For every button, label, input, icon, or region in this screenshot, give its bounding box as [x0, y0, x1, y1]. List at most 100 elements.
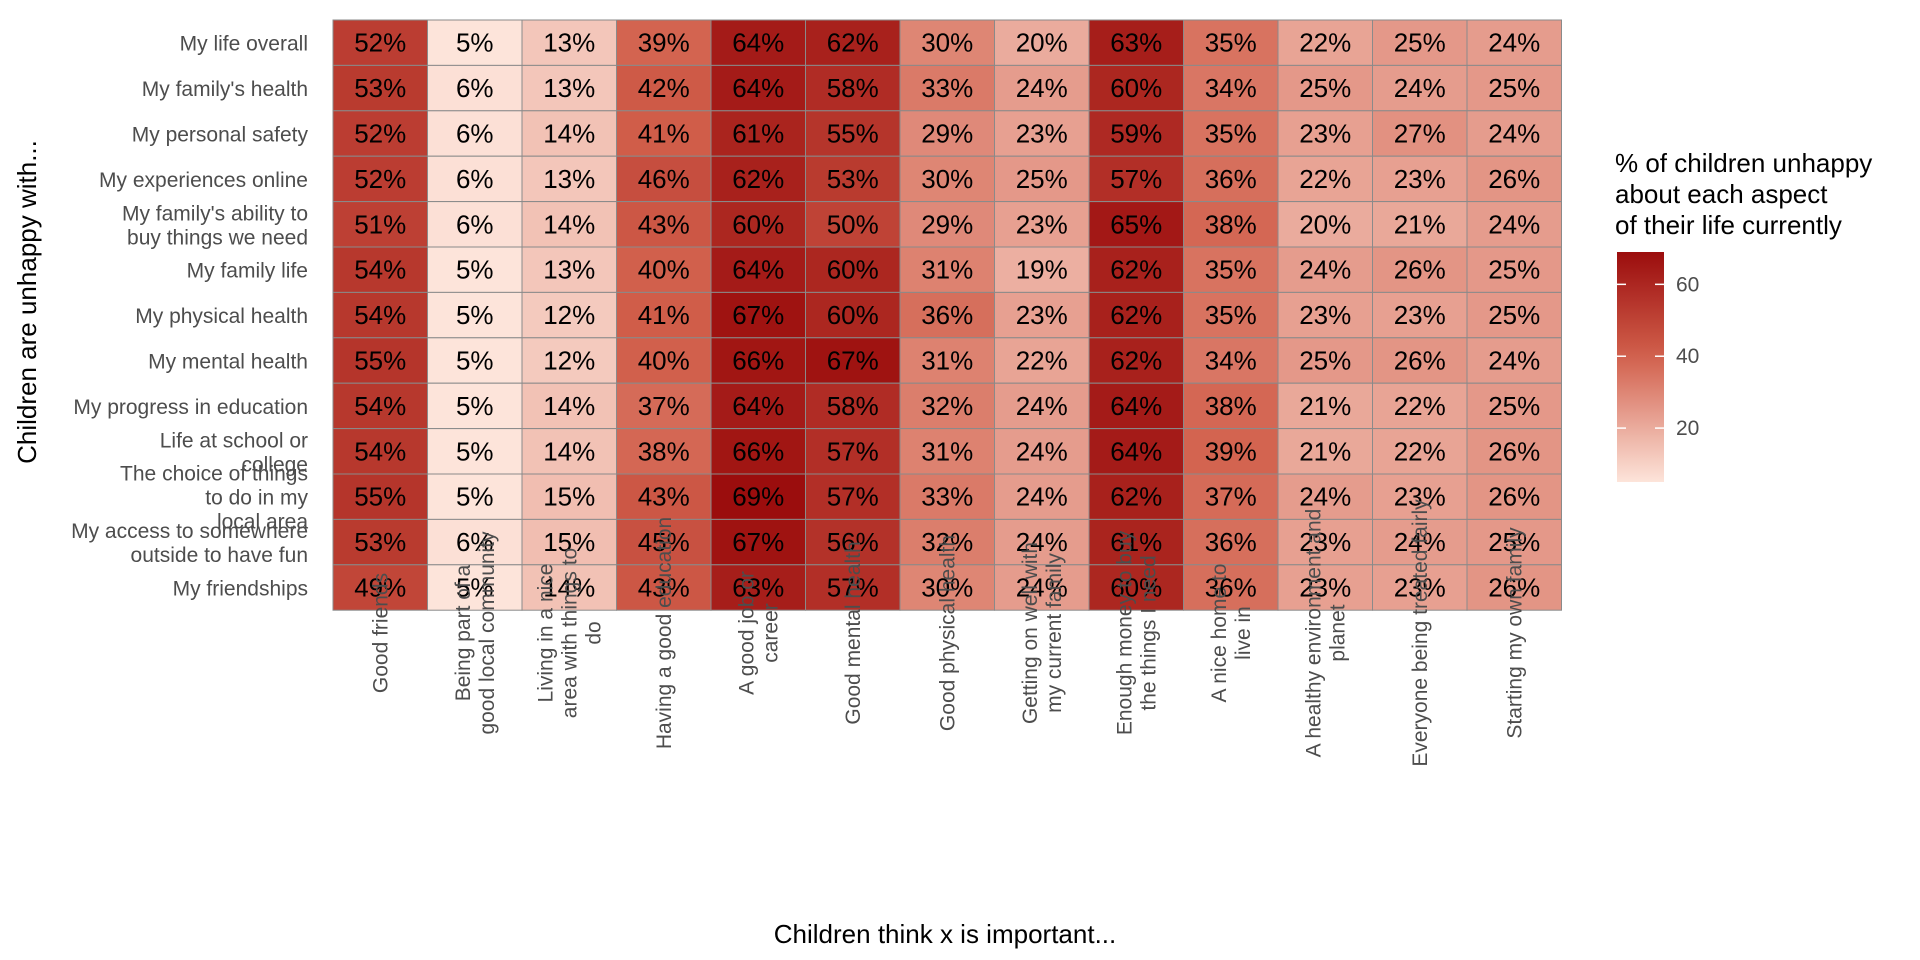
y-tick-label: My family's health — [142, 78, 308, 101]
cell-value-label: 43% — [638, 573, 690, 603]
cell-value-label: 22% — [1299, 28, 1351, 58]
cell-value-label: 33% — [921, 482, 973, 512]
y-tick-label: My life overall — [180, 33, 308, 56]
x-axis-title: Children think x is important... — [774, 919, 1116, 949]
heatmap-cell — [1183, 428, 1279, 475]
heatmap-cell — [1466, 564, 1562, 611]
cell-value-label: 23% — [1016, 119, 1068, 149]
cell-value-label: 60% — [732, 209, 784, 239]
heatmap-cell — [805, 64, 901, 112]
cell-value-label: 24% — [1016, 527, 1068, 557]
heatmap-cell — [1088, 473, 1184, 520]
cell-value-label: 63% — [732, 573, 784, 603]
y-tick-label: My family life — [187, 260, 308, 283]
cell-value-label: 5% — [456, 391, 494, 421]
cell-value-label: 24% — [1488, 209, 1540, 239]
heatmap-cell — [332, 155, 428, 203]
x-tick-label-group: Good friends — [369, 573, 392, 693]
heatmap-cell — [616, 201, 712, 248]
heatmap-cell — [332, 564, 428, 611]
cell-value-label: 20% — [1016, 28, 1068, 58]
heatmap-cell — [332, 246, 428, 293]
y-tick-label: My access to somewhere outside to have fu… — [71, 520, 308, 567]
heatmap-cell — [1372, 337, 1468, 384]
legend-tick-label: 20 — [1676, 417, 1699, 440]
cell-value-label: 13% — [543, 164, 595, 194]
cell-value-label: 14% — [543, 436, 595, 466]
cell-value-label: 65% — [1110, 209, 1162, 239]
cell-value-label: 62% — [732, 164, 784, 194]
cell-value-label: 23% — [1299, 119, 1351, 149]
heatmap-cell — [1372, 564, 1468, 611]
cell-value-label: 14% — [543, 391, 595, 421]
cell-value-label: 23% — [1394, 300, 1446, 330]
cell-value-label: 24% — [1299, 255, 1351, 285]
x-axis-tick-labels: Good friends Being part of agood local co… — [369, 499, 1526, 767]
legend-title-line: about each aspect — [1615, 179, 1828, 209]
heatmap-cell — [616, 564, 712, 611]
heatmap-cell — [1277, 337, 1373, 384]
y-tick-label: My family's ability to buy things we need — [122, 202, 308, 249]
x-tick-label-group: Enough money to buythe things I need — [1113, 530, 1160, 735]
heatmap-cell — [1466, 291, 1562, 339]
cell-value-label: 35% — [1205, 300, 1257, 330]
cell-value-label: 52% — [354, 164, 406, 194]
cell-value-label: 67% — [732, 300, 784, 330]
heatmap-cell — [710, 564, 806, 611]
cell-value-label: 60% — [827, 300, 879, 330]
cell-value-label: 23% — [1299, 573, 1351, 603]
legend-title-line: of their life currently — [1615, 210, 1842, 240]
heatmap-cell — [521, 155, 617, 203]
cell-value-label: 62% — [1110, 255, 1162, 285]
cell-value-label: 24% — [1394, 527, 1446, 557]
x-tick-label: Living in a nicearea with things todo — [534, 548, 605, 718]
heatmap-cell — [994, 518, 1090, 566]
x-tick-label-group: Being part of agood local community — [452, 531, 499, 735]
heatmap-cell — [1277, 428, 1373, 475]
y-tick-label: My friendships — [173, 578, 308, 601]
cell-value-label: 25% — [1016, 164, 1068, 194]
cell-value-label: 67% — [732, 527, 784, 557]
heatmap-cell — [521, 64, 617, 112]
heatmap-cell — [1183, 19, 1279, 66]
cell-value-label: 26% — [1488, 482, 1540, 512]
cell-value-label: 22% — [1016, 346, 1068, 376]
x-tick-label: A healthy environment andplanet — [1302, 509, 1349, 758]
heatmap-cell — [521, 201, 617, 248]
heatmap-cell — [332, 382, 428, 430]
y-tick-label: My mental health — [148, 351, 308, 374]
cell-value-label: 15% — [543, 527, 595, 557]
heatmap-cell — [1088, 64, 1184, 112]
cell-value-label: 30% — [921, 573, 973, 603]
heatmap-cell — [710, 337, 806, 384]
cell-value-label: 39% — [1205, 436, 1257, 466]
cell-value-label: 5% — [456, 346, 494, 376]
heatmap-cell — [1466, 64, 1562, 112]
heatmap-cell — [1088, 201, 1184, 248]
cell-value-label: 15% — [543, 482, 595, 512]
x-tick-label-group: A good job orcareer — [735, 571, 782, 695]
cell-value-label: 64% — [732, 73, 784, 103]
cell-value-label: 66% — [732, 346, 784, 376]
cell-value-label: 61% — [1110, 527, 1162, 557]
heatmap-cell — [616, 382, 712, 430]
y-tick-label: My physical health — [135, 305, 308, 328]
heatmap-cell — [1277, 382, 1373, 430]
heatmap-cell — [1372, 382, 1468, 430]
cell-value-label: 52% — [354, 28, 406, 58]
legend-title-line: % of children unhappy — [1615, 148, 1872, 178]
cell-value-label: 53% — [827, 164, 879, 194]
heatmap-cells — [332, 19, 1562, 611]
cell-value-label: 49% — [354, 573, 406, 603]
cell-value-label: 57% — [827, 573, 879, 603]
cell-value-label: 61% — [732, 119, 784, 149]
cell-value-label: 23% — [1016, 209, 1068, 239]
cell-value-label: 46% — [638, 164, 690, 194]
cell-value-label: 24% — [1016, 391, 1068, 421]
x-tick-label: Getting on well withmy current family — [1019, 542, 1066, 724]
heatmap-cell — [1183, 155, 1279, 203]
heatmap-cell — [710, 428, 806, 475]
heatmap-cell — [1183, 564, 1279, 611]
cell-value-label: 38% — [1205, 391, 1257, 421]
y-tick-label: My personal safety — [132, 124, 309, 147]
